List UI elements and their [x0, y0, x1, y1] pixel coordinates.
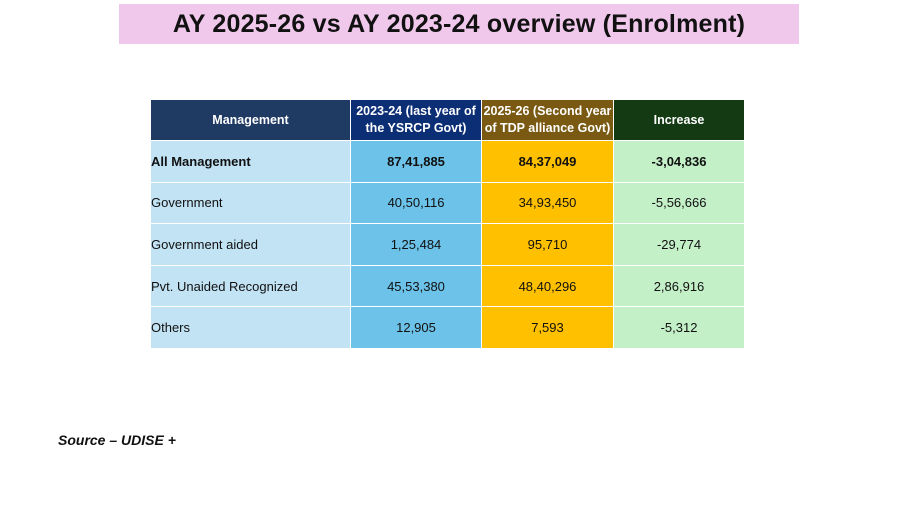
cell-increase: -5,56,666 — [613, 181, 745, 225]
cell-management: Government — [150, 181, 351, 225]
header-2023-24-line2: the YSRCP Govt) — [365, 121, 467, 135]
source-note: Source – UDISE + — [58, 432, 176, 448]
table-row: All Management 87,41,885 84,37,049 -3,04… — [150, 140, 745, 183]
title-banner: AY 2025-26 vs AY 2023-24 overview (Enrol… — [119, 4, 799, 44]
header-2023-24-line1: 2023-24 (last year of — [356, 104, 476, 118]
cell-management: Others — [150, 306, 351, 349]
cell-2025-26: 84,37,049 — [481, 140, 614, 183]
cell-increase: -5,312 — [613, 306, 745, 349]
table-row: Government aided 1,25,484 95,710 -29,774 — [150, 223, 745, 266]
cell-management: Pvt. Unaided Recognized — [150, 264, 351, 308]
cell-management: Government aided — [150, 223, 351, 266]
table-row: Government 40,50,116 34,93,450 -5,56,666 — [150, 181, 745, 225]
cell-2023-24: 1,25,484 — [350, 223, 482, 266]
cell-2023-24: 40,50,116 — [350, 181, 482, 225]
cell-2025-26: 95,710 — [481, 223, 614, 266]
cell-2025-26: 48,40,296 — [481, 264, 614, 308]
cell-2023-24: 45,53,380 — [350, 264, 482, 308]
page-title: AY 2025-26 vs AY 2023-24 overview (Enrol… — [172, 9, 746, 38]
cell-increase: -3,04,836 — [613, 140, 745, 183]
table-header-row: Management 2023-24 (last year of the YSR… — [150, 99, 745, 141]
cell-2023-24: 87,41,885 — [350, 140, 482, 183]
cell-2025-26: 34,93,450 — [481, 181, 614, 225]
enrolment-table: Management 2023-24 (last year of the YSR… — [150, 99, 745, 349]
cell-increase: -29,774 — [613, 223, 745, 266]
table-row: Others 12,905 7,593 -5,312 — [150, 306, 745, 349]
cell-increase: 2,86,916 — [613, 264, 745, 308]
cell-2023-24: 12,905 — [350, 306, 482, 349]
cell-2025-26: 7,593 — [481, 306, 614, 349]
header-2023-24: 2023-24 (last year of the YSRCP Govt) — [350, 99, 482, 141]
cell-management: All Management — [150, 140, 351, 183]
table-row: Pvt. Unaided Recognized 45,53,380 48,40,… — [150, 264, 745, 308]
header-2025-26-line1: 2025-26 (Second year — [483, 104, 612, 118]
header-2025-26-line2: of TDP alliance Govt) — [484, 121, 611, 135]
header-increase: Increase — [613, 99, 745, 141]
header-2025-26: 2025-26 (Second year of TDP alliance Gov… — [481, 99, 614, 141]
header-management: Management — [150, 99, 351, 141]
